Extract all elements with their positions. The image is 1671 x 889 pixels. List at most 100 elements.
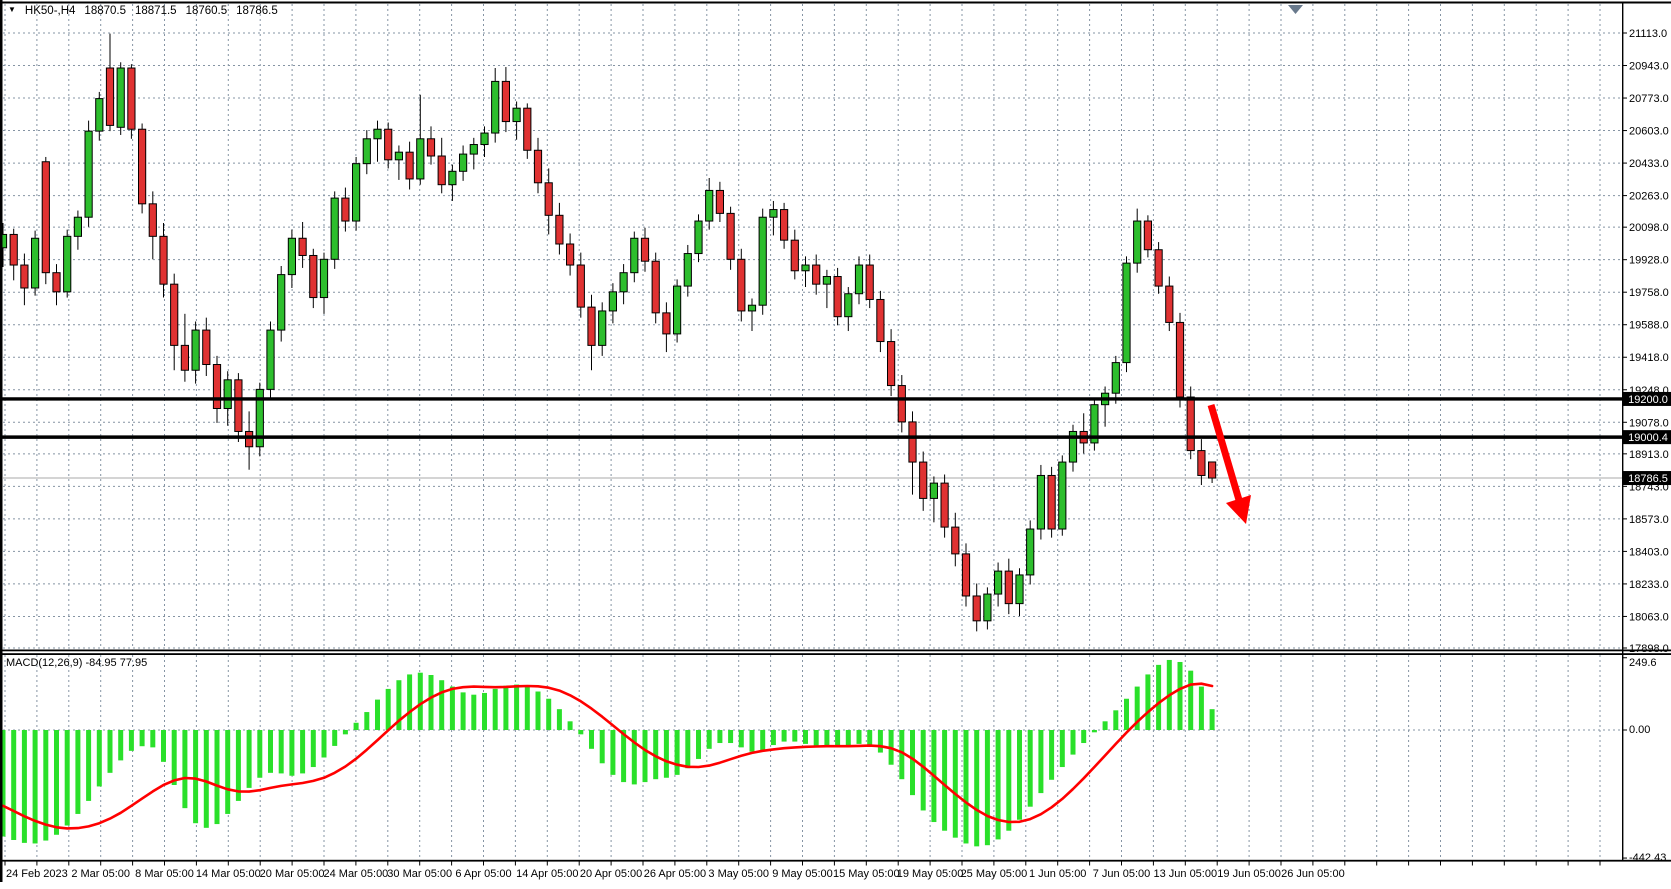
svg-text:26 Jun 05:00: 26 Jun 05:00 <box>1281 868 1345 880</box>
macd-histogram-bar <box>696 730 701 759</box>
candle-bear <box>940 482 949 528</box>
macd-histogram-bar <box>161 730 166 762</box>
horizontal-price-lines[interactable] <box>0 397 1622 439</box>
candle-bull <box>319 258 329 299</box>
macd-histogram-bar <box>952 730 958 838</box>
svg-text:18233.0: 18233.0 <box>1629 579 1669 591</box>
macd-histogram-bar <box>674 730 680 775</box>
ohlc-low: 18760.5 <box>185 5 228 17</box>
candle-bull <box>255 388 264 448</box>
symbol-info-bar[interactable]: ▼ HK50-,H4 18870.5 18871.5 18760.5 18786… <box>8 5 278 17</box>
candle-bear <box>566 243 575 266</box>
price-axis[interactable]: 21113.0 20943.0 20773.0 20603.0 20433.0 20263… <box>1622 28 1671 655</box>
macd-histogram-bar <box>1113 710 1119 730</box>
candle-bull <box>822 276 831 285</box>
svg-text:19588.0: 19588.0 <box>1629 320 1669 332</box>
macd-histogram-bar <box>1027 730 1033 807</box>
macd-signal-line <box>1 682 1214 830</box>
candle-bear <box>576 264 585 308</box>
candle-bear <box>245 430 254 448</box>
svg-text:0.00: 0.00 <box>1629 724 1650 736</box>
candle-bear <box>555 214 564 245</box>
candle-bull <box>1090 404 1099 444</box>
macd-histogram-bar <box>449 686 455 730</box>
svg-text:25 May 05:00: 25 May 05:00 <box>961 868 1028 880</box>
svg-text:26 Apr 05:00: 26 Apr 05:00 <box>644 868 706 880</box>
svg-text:9 May 05:00: 9 May 05:00 <box>772 868 833 880</box>
candle-bull <box>491 80 500 134</box>
macd-histogram-bar <box>32 730 38 844</box>
macd-histogram-bar <box>118 730 124 761</box>
svg-text:20773.0: 20773.0 <box>1629 93 1669 105</box>
candle-bear <box>298 237 307 256</box>
macd-histogram-bar <box>225 730 231 814</box>
svg-text:14 Mar 05:00: 14 Mar 05:00 <box>196 868 261 880</box>
candle-bull <box>352 163 361 222</box>
candle-bull <box>31 237 40 289</box>
macd-histogram-bar <box>760 730 766 751</box>
macd-histogram-bar <box>1145 674 1151 730</box>
macd-histogram-bar <box>1017 730 1022 820</box>
ohlc-close: 18786.5 <box>236 5 278 17</box>
candle-bear <box>138 128 147 205</box>
macd-histogram-bar <box>835 730 841 748</box>
candle-bear <box>972 595 981 622</box>
candle-bear <box>833 276 842 318</box>
macd-histogram-bar <box>1102 721 1108 730</box>
candle-bear <box>737 258 746 312</box>
macd-histogram-bar <box>193 730 199 824</box>
chart-shift-marker-icon[interactable] <box>1288 5 1303 14</box>
macd-histogram-bar <box>150 730 156 748</box>
macd-axis[interactable]: 249.6 0.00 -442.43 <box>1622 657 1666 864</box>
macd-histogram-bar <box>1070 730 1076 755</box>
macd-histogram-bar <box>64 730 70 826</box>
macd-histogram-bar <box>396 680 402 730</box>
candles-series <box>0 33 1217 632</box>
candle-bear <box>651 260 660 314</box>
macd-histogram-bar <box>310 730 316 768</box>
candle-bull <box>673 285 682 335</box>
macd-histogram-bar <box>139 730 145 747</box>
candle-bear <box>309 254 318 299</box>
candle-bull <box>73 216 83 237</box>
macd-histogram-bar <box>246 730 252 788</box>
macd-histogram-bar <box>920 730 926 811</box>
macd-histogram-bar <box>514 684 520 730</box>
candle-bear <box>812 264 821 285</box>
symbol-dropdown-icon[interactable]: ▼ <box>8 5 16 14</box>
candle-bear <box>715 189 724 214</box>
macd-histogram-bar <box>845 730 851 746</box>
macd-histogram-bar <box>1049 730 1055 780</box>
candle-bear <box>544 182 553 216</box>
svg-text:20 Apr 05:00: 20 Apr 05:00 <box>580 868 642 880</box>
macd-histogram-bar <box>535 691 541 730</box>
candle-bear <box>405 151 414 180</box>
macd-histogram-bar <box>877 730 883 753</box>
svg-text:20263.0: 20263.0 <box>1629 191 1669 203</box>
trend-arrow[interactable] <box>1207 404 1251 524</box>
candle-bull <box>191 329 200 371</box>
candle-bull <box>769 209 778 218</box>
svg-text:19 Jun 05:00: 19 Jun 05:00 <box>1217 868 1281 880</box>
macd-histogram-bar <box>610 730 616 775</box>
macd-histogram-bar <box>995 730 1001 840</box>
svg-text:21113.0: 21113.0 <box>1629 28 1667 40</box>
svg-text:20943.0: 20943.0 <box>1629 61 1669 73</box>
candle-bear <box>640 237 650 262</box>
candle-bear <box>780 209 789 241</box>
ohlc-open: 18870.5 <box>84 5 126 17</box>
macd-histogram-bar <box>578 730 584 735</box>
candle-bear <box>105 67 115 126</box>
svg-text:24 Mar 05:00: 24 Mar 05:00 <box>323 868 388 880</box>
candle-bull <box>480 132 489 146</box>
svg-text:20603.0: 20603.0 <box>1629 126 1669 138</box>
candle-bear <box>726 212 735 260</box>
macd-histogram-bar <box>321 730 327 758</box>
svg-text:7 Jun 05:00: 7 Jun 05:00 <box>1093 868 1151 880</box>
macd-histogram-bar <box>503 685 509 730</box>
macd-histogram-bar <box>803 730 808 744</box>
macd-histogram-bar <box>428 675 434 730</box>
macd-histogram-bar <box>749 730 755 752</box>
time-axis[interactable]: 24 Feb 2023 2 Mar 05:00 8 Mar 05:00 14 Mar … <box>4 861 1601 880</box>
